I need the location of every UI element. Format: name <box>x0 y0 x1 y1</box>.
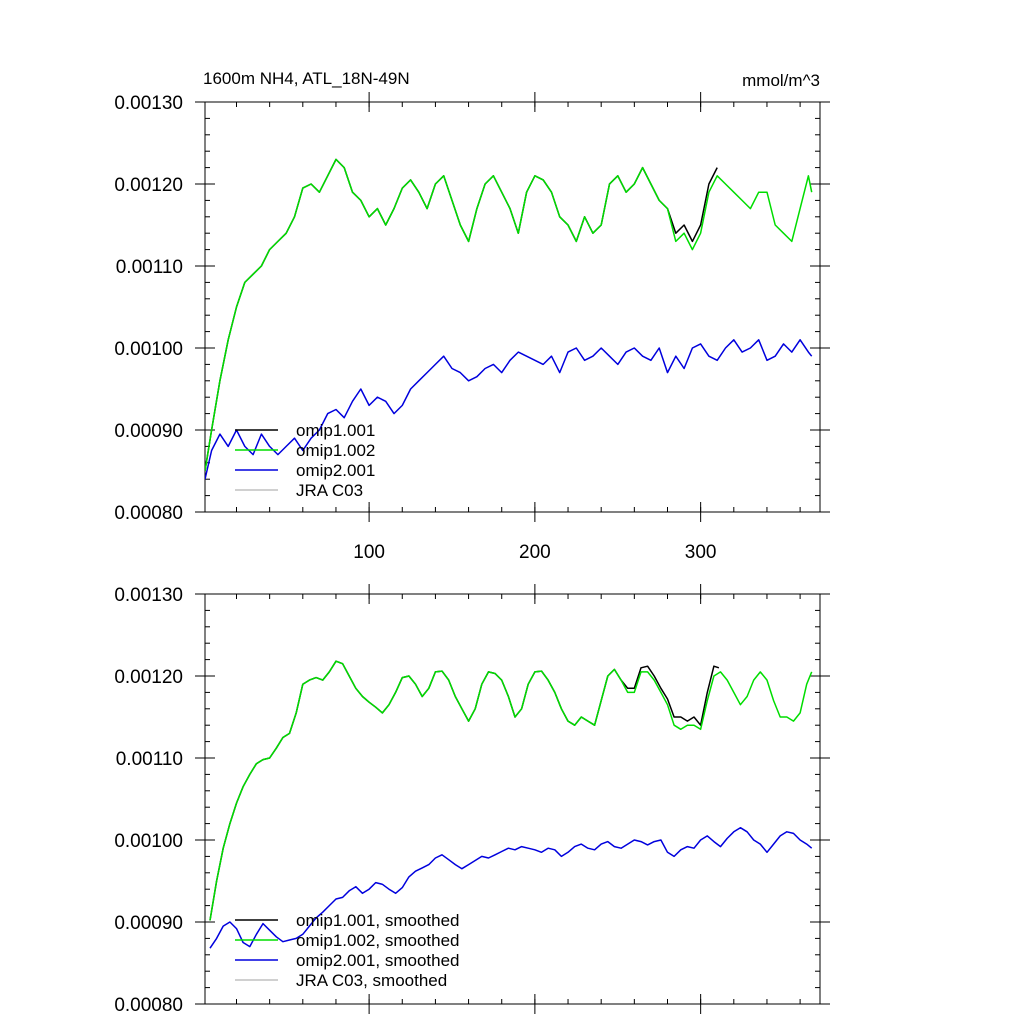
y-tick-label: 0.00120 <box>114 667 183 688</box>
y-tick-label: 0.00080 <box>114 995 183 1016</box>
y-tick-label: 0.00090 <box>114 421 183 442</box>
series-line-3 <box>209 826 813 949</box>
plot-frame <box>204 101 821 513</box>
y-tick-label: 0.00120 <box>114 175 183 196</box>
series-line-1 <box>209 660 720 921</box>
y-tick-label: 0.00090 <box>114 913 183 934</box>
chart-title: 1600m NH4, ATL_18N-49N <box>203 69 410 88</box>
y-tick-label: 0.00080 <box>114 503 183 524</box>
x-tick-label: 100 <box>353 542 385 563</box>
legend-label: JRA C03, smoothed <box>296 971 447 990</box>
series-line-1 <box>205 158 718 472</box>
series-line-2 <box>205 158 813 472</box>
units-label: mmol/m^3 <box>742 71 820 90</box>
legend-label: omip1.001 <box>296 421 375 440</box>
y-tick-label: 0.00130 <box>114 93 183 114</box>
x-tick-label: 300 <box>685 542 717 563</box>
series-line-2 <box>209 660 813 921</box>
legend-label: omip1.001, smoothed <box>296 911 460 930</box>
legend-label: JRA C03 <box>296 481 363 500</box>
y-tick-label: 0.00110 <box>116 749 183 770</box>
legend-label: omip1.002 <box>296 441 375 460</box>
y-tick-label: 0.00100 <box>114 339 183 360</box>
plot-frame <box>204 593 821 1005</box>
y-tick-label: 0.00100 <box>114 831 183 852</box>
bottom-panel: 0.00080 0.00090 0.00100 0.00110 0.00120 0.001… <box>114 584 830 1016</box>
x-tick-label: 200 <box>519 542 551 563</box>
y-tick-label: 0.00130 <box>114 585 183 606</box>
top-panel: 0.00080 0.00090 0.00100 0.00110 0.00120 0.001… <box>114 92 830 563</box>
legend-label: omip1.002, smoothed <box>296 931 460 950</box>
series-line-3 <box>205 339 813 480</box>
legend-label: omip2.001, smoothed <box>296 951 460 970</box>
y-tick-label: 0.00110 <box>116 257 183 278</box>
legend-label: omip2.001 <box>296 461 375 480</box>
